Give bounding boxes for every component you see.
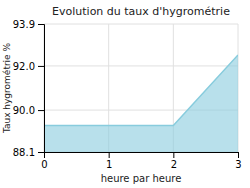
axis-line (38, 25, 45, 153)
x-axis-title: heure par heure (101, 173, 182, 184)
y-tick-mark (38, 152, 44, 153)
x-tick: 0 (41, 152, 47, 170)
title: Evolution du taux d'hygrométrie (52, 5, 230, 18)
marks (44, 55, 238, 152)
grid-line-y (44, 65, 238, 66)
y-tick: 88.1 (13, 147, 44, 158)
y-tick-label: 92.0 (13, 61, 35, 72)
y-axis-title: Taux hygrométrie % (2, 42, 12, 134)
x-tick-label: 1 (106, 159, 112, 170)
x-tick: 2 (171, 152, 177, 170)
area (44, 55, 238, 152)
x-tick: 1 (106, 152, 112, 170)
x-tick-mark (173, 152, 174, 158)
chart: 0 1 2 3 88.1 90.0 92.0 93.9 Evolution du taux d'… (0, 0, 250, 188)
line (44, 55, 238, 126)
y-tick-mark (38, 66, 44, 67)
y-tick-label: 93.9 (13, 19, 35, 30)
y-tick-label: 90.0 (13, 105, 35, 116)
y-tick-label: 88.1 (13, 147, 35, 158)
x-tick-label: 0 (41, 159, 47, 170)
y-tick: 92.0 (13, 61, 44, 72)
x-tick-mark (238, 152, 239, 158)
x-tick-label: 2 (171, 159, 177, 170)
x-axis: 0 1 2 3 (41, 152, 241, 170)
axis-line (45, 153, 239, 159)
y-tick-mark (38, 24, 44, 25)
y-tick: 93.9 (13, 19, 44, 30)
grid-line-y (44, 24, 238, 25)
x-tick-label: 3 (235, 159, 241, 170)
x-tick: 3 (235, 152, 241, 170)
plot-area: 0 1 2 3 88.1 90.0 92.0 93.9 (13, 19, 242, 170)
grid (44, 24, 238, 152)
y-axis: 88.1 90.0 92.0 93.9 (13, 19, 45, 158)
x-tick-mark (109, 152, 110, 158)
y-tick: 90.0 (13, 105, 44, 116)
y-tick-mark (38, 110, 44, 111)
